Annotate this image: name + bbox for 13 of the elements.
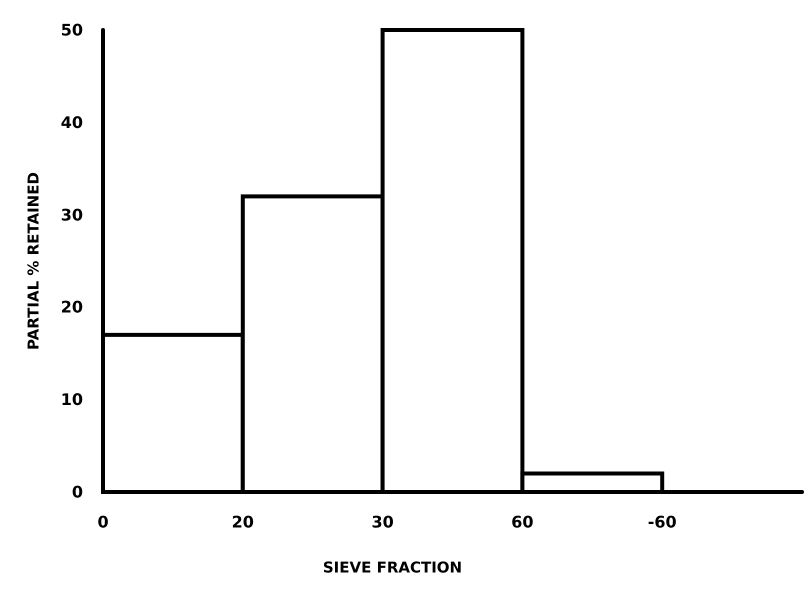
y-tick-label: 30	[60, 205, 83, 224]
x-tick-label: 60	[511, 512, 534, 532]
y-tick-label: 40	[60, 112, 83, 132]
x-tick-label: 20	[232, 512, 254, 532]
x-tick-label: 30	[371, 512, 394, 532]
x-tick-label: 0	[97, 512, 109, 532]
y-tick-label: 10	[60, 390, 83, 410]
y-tick-label: 50	[60, 20, 83, 40]
x-axis-title: SIEVE FRACTION	[322, 558, 462, 576]
x-tick-label: -60	[648, 512, 677, 532]
y-tick-label: 20	[60, 298, 83, 317]
y-axis-title: PARTIAL % RETAINED	[24, 172, 42, 350]
y-tick-label: 0	[72, 482, 83, 502]
